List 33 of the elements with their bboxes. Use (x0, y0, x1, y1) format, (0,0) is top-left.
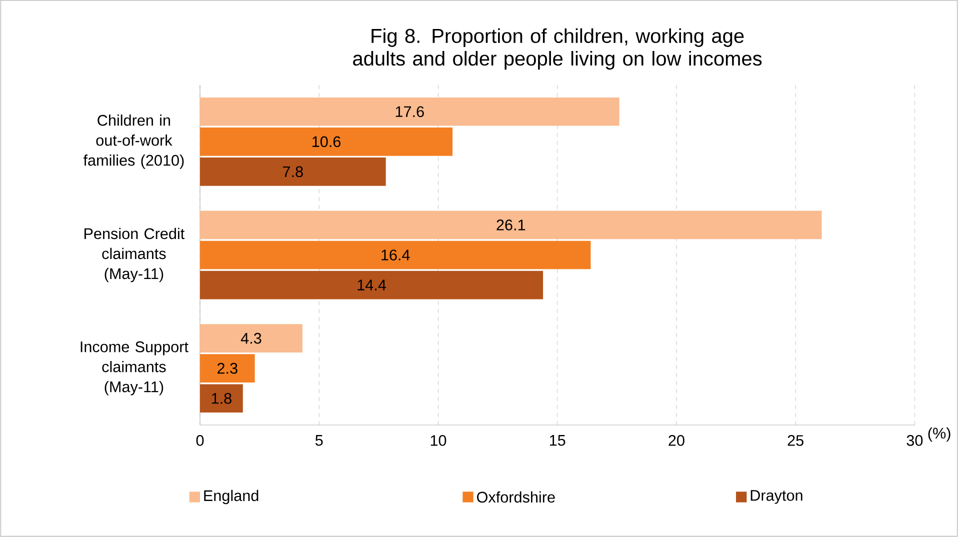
y-tick-label: Children in out-of-work families (2010) (83, 114, 184, 169)
y-tick-label: Income Support claimants (May-11) (80, 341, 188, 396)
data-label: 4.3 (240, 332, 262, 344)
legend-label: Drayton (750, 490, 802, 504)
x-tick-label: 20 (668, 435, 684, 446)
bar (200, 324, 302, 352)
x-axis-title: (%) (928, 427, 950, 442)
data-label: 1.8 (212, 392, 232, 404)
bar (200, 354, 255, 383)
data-label: 26.1 (496, 220, 526, 230)
data-label: 14.4 (358, 280, 386, 290)
x-tick-label: 25 (788, 435, 804, 446)
data-label: 16.4 (382, 250, 410, 260)
bar (200, 270, 544, 300)
bar (200, 128, 453, 156)
x-tick-label: 0 (196, 435, 204, 446)
bar (200, 158, 386, 186)
x-tick-label: 30 (906, 435, 923, 446)
x-tick-label: 5 (315, 435, 323, 446)
bar (200, 97, 620, 126)
legend-label: Oxfordshire (477, 491, 555, 503)
bar (200, 384, 243, 413)
y-tick-label: Pension Credit claimants (May-11) (84, 228, 185, 282)
data-label: 7.8 (283, 166, 303, 178)
bar (200, 210, 822, 240)
data-label: 17.6 (396, 106, 424, 118)
data-label: 10.6 (312, 136, 340, 148)
x-tick-label: 10 (430, 435, 446, 446)
x-tick-label: 15 (550, 435, 566, 446)
chart-title: Fig 8. Proportion of children, working age adults and older people living on low incomes (353, 28, 762, 70)
data-label: 2.3 (218, 362, 238, 374)
bar (200, 240, 591, 270)
legend-label: England (204, 490, 258, 504)
